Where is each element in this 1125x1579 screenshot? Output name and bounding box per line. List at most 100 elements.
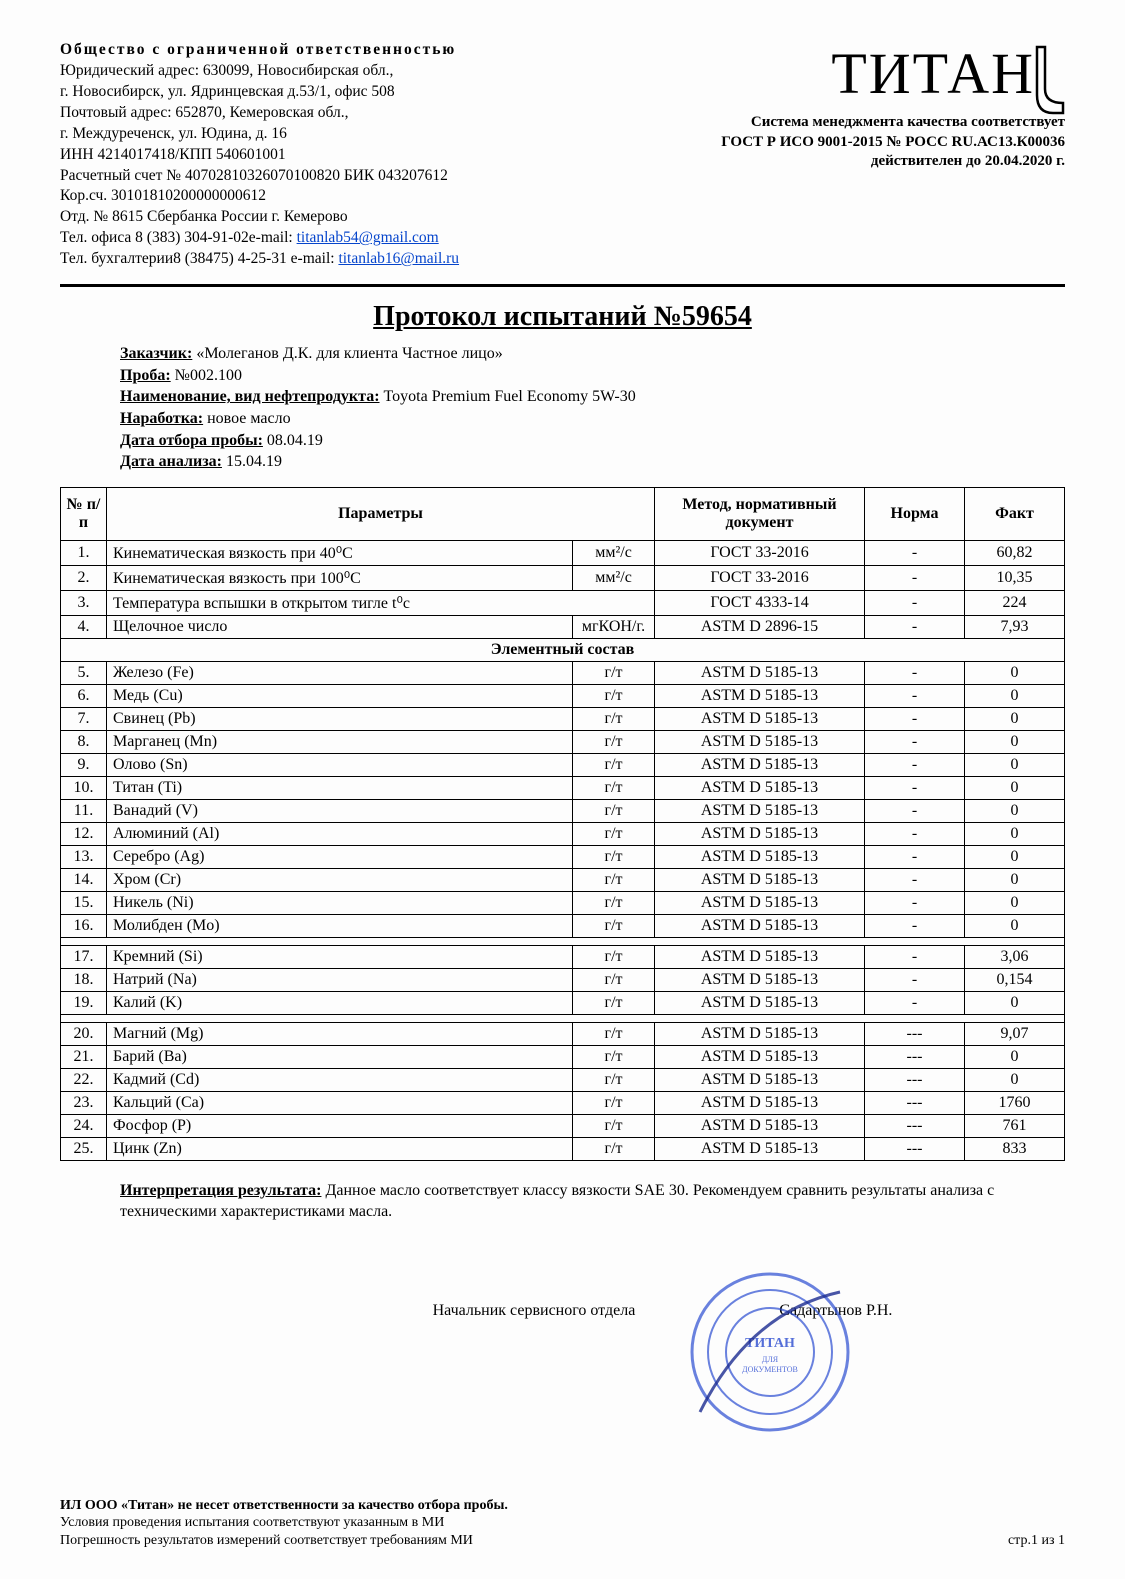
cell-unit: г/т bbox=[573, 968, 655, 991]
logo-block: ТИТАН Система менеджмента качества соотв… bbox=[691, 40, 1065, 172]
cell-fact: 0 bbox=[965, 991, 1065, 1014]
col-header-num: № п/п bbox=[61, 487, 107, 540]
org-line: Расчетный счет № 40702810326070100820 БИ… bbox=[60, 166, 691, 187]
org-line: Тел. офиса 8 (383) 304-91-02e-mail: tita… bbox=[60, 228, 691, 249]
footer-line: Погрешность результатов измерений соотве… bbox=[60, 1532, 1065, 1550]
cell-num: 12. bbox=[61, 822, 107, 845]
svg-text:ДЛЯ: ДЛЯ bbox=[762, 1355, 779, 1364]
signature-block: ТИТАН ДЛЯ ДОКУМЕНТОВ Начальник сервисног… bbox=[60, 1302, 1065, 1462]
table-row: 20.Магний (Mg)г/тASTM D 5185-13---9,07 bbox=[61, 1022, 1065, 1045]
cell-param: Калий (K) bbox=[107, 991, 573, 1014]
cell-num: 25. bbox=[61, 1137, 107, 1160]
cell-num: 3. bbox=[61, 590, 107, 615]
cell-fact: 10,35 bbox=[965, 565, 1065, 590]
meta-value: №002.100 bbox=[171, 367, 242, 384]
cell-num: 20. bbox=[61, 1022, 107, 1045]
cell-unit: г/т bbox=[573, 707, 655, 730]
meta-label: Наименование, вид нефтепродукта: bbox=[120, 388, 380, 405]
cell-norm: --- bbox=[865, 1022, 965, 1045]
table-row: 11.Ванадий (V)г/тASTM D 5185-13-0 bbox=[61, 799, 1065, 822]
cell-method: ASTM D 5185-13 bbox=[655, 707, 865, 730]
logo-subtitle: Система менеджмента качества соответству… bbox=[721, 113, 1065, 172]
cell-unit: г/т bbox=[573, 661, 655, 684]
cell-unit: г/т bbox=[573, 730, 655, 753]
email-link[interactable]: titanlab16@mail.ru bbox=[338, 250, 459, 267]
cell-method: ASTM D 5185-13 bbox=[655, 776, 865, 799]
cell-norm: - bbox=[865, 753, 965, 776]
cell-method: ГОСТ 4333-14 bbox=[655, 590, 865, 615]
cell-unit: г/т bbox=[573, 1068, 655, 1091]
cell-unit: г/т bbox=[573, 1114, 655, 1137]
cell-param: Кинематическая вязкость при 100⁰С bbox=[107, 565, 573, 590]
cell-num: 15. bbox=[61, 891, 107, 914]
cell-method: ASTM D 5185-13 bbox=[655, 684, 865, 707]
org-line: Кор.сч. 30101810200000000612 bbox=[60, 186, 691, 207]
page-number: стр.1 из 1 bbox=[1008, 1532, 1065, 1550]
logo-sub-line: Система менеджмента качества соответству… bbox=[721, 113, 1065, 133]
cell-norm: --- bbox=[865, 1091, 965, 1114]
footer-line: Условия проведения испытания соответству… bbox=[60, 1514, 1065, 1532]
org-info: Общество с ограниченной ответственностью… bbox=[60, 40, 691, 270]
cell-unit: мм²/с bbox=[573, 540, 655, 565]
cell-fact: 0 bbox=[965, 845, 1065, 868]
meta-value: 08.04.19 bbox=[263, 432, 323, 449]
cell-fact: 60,82 bbox=[965, 540, 1065, 565]
email-link[interactable]: titanlab54@gmail.com bbox=[297, 229, 439, 246]
cell-unit: г/т bbox=[573, 1022, 655, 1045]
org-name: Общество с ограниченной ответственностью bbox=[60, 40, 691, 61]
cell-num: 18. bbox=[61, 968, 107, 991]
document-page: Общество с ограниченной ответственностью… bbox=[0, 0, 1125, 1579]
tel-label: Тел. бухгалтерии8 (38475) 4-25-31 e-mail… bbox=[60, 250, 338, 267]
table-row: 7.Свинец (Pb)г/тASTM D 5185-13-0 bbox=[61, 707, 1065, 730]
table-row: 2.Кинематическая вязкость при 100⁰Смм²/с… bbox=[61, 565, 1065, 590]
cell-method: ASTM D 5185-13 bbox=[655, 1022, 865, 1045]
cell-num: 8. bbox=[61, 730, 107, 753]
cell-method: ASTM D 5185-13 bbox=[655, 799, 865, 822]
cell-method: ASTM D 5185-13 bbox=[655, 1045, 865, 1068]
cell-fact: 224 bbox=[965, 590, 1065, 615]
cell-param: Серебро (Ag) bbox=[107, 845, 573, 868]
cell-norm: --- bbox=[865, 1137, 965, 1160]
org-line: г. Новосибирск, ул. Ядринцевская д.53/1,… bbox=[60, 82, 691, 103]
org-line: Юридический адрес: 630099, Новосибирская… bbox=[60, 61, 691, 82]
cell-num: 13. bbox=[61, 845, 107, 868]
cell-num: 17. bbox=[61, 945, 107, 968]
cell-norm: - bbox=[865, 868, 965, 891]
table-row: 4.Щелочное числомгКОН/г.ASTM D 2896-15-7… bbox=[61, 615, 1065, 638]
meta-block: Заказчик: «Молеганов Д.К. для клиента Ча… bbox=[120, 343, 1065, 473]
cell-method: ASTM D 5185-13 bbox=[655, 661, 865, 684]
cell-param: Барий (Ba) bbox=[107, 1045, 573, 1068]
cell-param: Свинец (Pb) bbox=[107, 707, 573, 730]
meta-value: 15.04.19 bbox=[222, 453, 282, 470]
cell-method: ГОСТ 33-2016 bbox=[655, 565, 865, 590]
cell-norm: - bbox=[865, 945, 965, 968]
cell-unit: г/т bbox=[573, 684, 655, 707]
cell-unit: г/т bbox=[573, 753, 655, 776]
cell-norm: --- bbox=[865, 1045, 965, 1068]
cell-unit: мм²/с bbox=[573, 565, 655, 590]
cell-num: 10. bbox=[61, 776, 107, 799]
cell-num: 9. bbox=[61, 753, 107, 776]
cell-param: Кадмий (Cd) bbox=[107, 1068, 573, 1091]
table-row: 24.Фосфор (P)г/тASTM D 5185-13---761 bbox=[61, 1114, 1065, 1137]
cell-num: 21. bbox=[61, 1045, 107, 1068]
cell-fact: 7,93 bbox=[965, 615, 1065, 638]
org-line: Тел. бухгалтерии8 (38475) 4-25-31 e-mail… bbox=[60, 249, 691, 270]
cell-unit: г/т bbox=[573, 914, 655, 937]
cell-num: 7. bbox=[61, 707, 107, 730]
meta-label: Дата анализа: bbox=[120, 453, 222, 470]
cell-unit: г/т bbox=[573, 822, 655, 845]
cell-method: ГОСТ 33-2016 bbox=[655, 540, 865, 565]
cell-fact: 0 bbox=[965, 914, 1065, 937]
cell-param: Алюминий (Al) bbox=[107, 822, 573, 845]
meta-value: «Молеганов Д.К. для клиента Частное лицо… bbox=[192, 345, 502, 362]
cell-num: 5. bbox=[61, 661, 107, 684]
tel-label: Тел. офиса 8 (383) 304-91-02e-mail: bbox=[60, 229, 297, 246]
table-row: 1.Кинематическая вязкость при 40⁰Смм²/сГ… bbox=[61, 540, 1065, 565]
meta-label: Дата отбора пробы: bbox=[120, 432, 263, 449]
meta-value: Toyota Premium Fuel Economy 5W-30 bbox=[380, 388, 636, 405]
footer: ИЛ ООО «Титан» не несет ответственности … bbox=[60, 1497, 1065, 1550]
org-line: ИНН 4214017418/КПП 540601001 bbox=[60, 145, 691, 166]
cell-norm: - bbox=[865, 968, 965, 991]
cell-norm: - bbox=[865, 707, 965, 730]
